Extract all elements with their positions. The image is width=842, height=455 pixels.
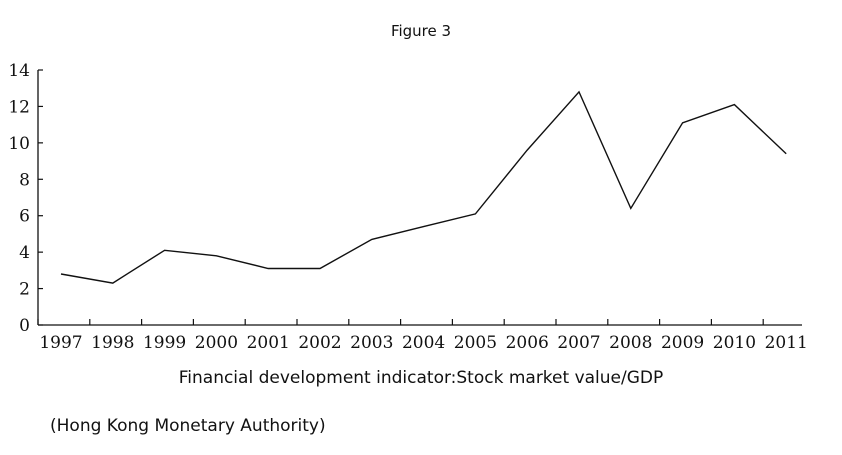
y-tick-label: 4 [19, 243, 30, 263]
y-axis-ticks: 0 2 4 6 8 10 12 14 [8, 61, 43, 336]
x-tick-label: 2010 [713, 333, 756, 353]
x-tick-label: 2005 [454, 333, 497, 353]
x-tick-label: 2011 [765, 333, 808, 353]
chart-caption: Financial development indicator:Stock ma… [178, 368, 664, 388]
x-tick-label: 1997 [39, 333, 82, 353]
x-tick-label: 2009 [661, 333, 704, 353]
figure-title: Figure 3 [390, 22, 452, 40]
x-tick-label: 2000 [195, 333, 238, 353]
y-tick-label: 8 [19, 170, 30, 190]
x-tick-label: 2006 [506, 333, 549, 353]
series-line [60, 90, 787, 284]
y-tick-label: 12 [8, 97, 30, 117]
x-tick-label: 1998 [91, 333, 134, 353]
x-tick-label: 2004 [402, 333, 445, 353]
x-axis-ticks: 1997 1998 1999 2000 2001 2002 2003 2004 2005 2006… [37, 319, 808, 353]
x-tick-label: 2007 [557, 333, 600, 353]
y-tick-label: 6 [19, 207, 30, 227]
chart-axes [37, 70, 802, 326]
x-tick-label: 2001 [247, 333, 290, 353]
y-tick-label: 2 [19, 280, 30, 300]
y-tick-label: 14 [8, 61, 30, 81]
x-tick-label: 1999 [143, 333, 186, 353]
y-tick-label: 10 [8, 134, 30, 154]
chart-series [60, 90, 787, 284]
x-tick-label: 2003 [350, 333, 393, 353]
line-chart: 0 2 4 6 8 10 12 14 1997 1998 1999 2000 2001 2002 2003… [8, 61, 808, 353]
x-tick-label: 2002 [298, 333, 341, 353]
source-note: (Hong Kong Monetary Authority) [50, 416, 326, 436]
y-tick-label: 0 [19, 316, 30, 336]
x-tick-label: 2008 [609, 333, 652, 353]
